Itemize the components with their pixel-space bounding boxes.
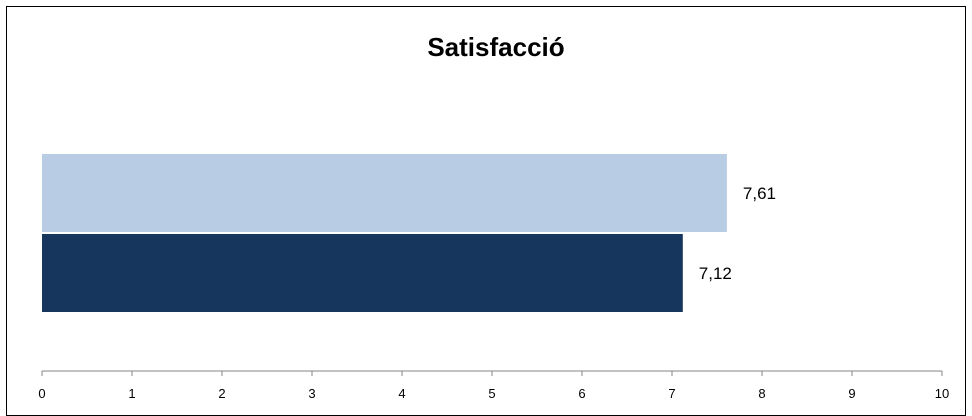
data-label-0: 7,61 bbox=[743, 184, 776, 203]
bars-group: 7,61 7,12 bbox=[42, 154, 776, 312]
x-tick-label-3: 3 bbox=[308, 386, 315, 401]
x-tick-label-10: 10 bbox=[935, 386, 949, 401]
x-tick-label-0: 0 bbox=[38, 386, 45, 401]
x-tick-label-2: 2 bbox=[218, 386, 225, 401]
x-tick-label-9: 9 bbox=[848, 386, 855, 401]
x-tick-label-5: 5 bbox=[488, 386, 495, 401]
x-axis: 0 1 2 3 4 5 6 7 8 9 10 bbox=[38, 370, 949, 401]
x-tick-label-7: 7 bbox=[668, 386, 675, 401]
bar-1 bbox=[42, 234, 683, 312]
bar-0 bbox=[42, 154, 727, 232]
x-tick-label-1: 1 bbox=[128, 386, 135, 401]
data-label-1: 7,12 bbox=[699, 264, 732, 283]
x-tick-label-6: 6 bbox=[578, 386, 585, 401]
chart-title: Satisfacció bbox=[427, 32, 564, 62]
x-tick-label-8: 8 bbox=[758, 386, 765, 401]
x-tick-label-4: 4 bbox=[398, 386, 405, 401]
